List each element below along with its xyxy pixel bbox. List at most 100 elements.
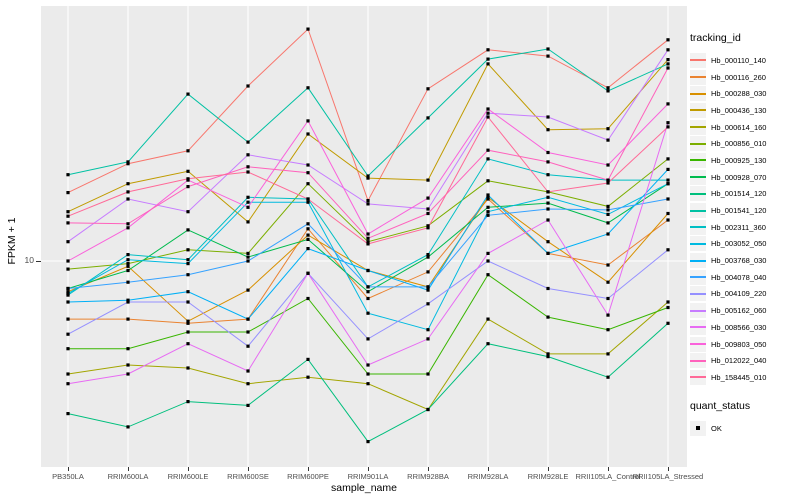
data-point: [426, 302, 430, 306]
data-point: [486, 251, 490, 255]
data-point: [66, 267, 70, 271]
data-point: [126, 268, 130, 273]
data-point: [486, 48, 490, 52]
data-point: [126, 182, 130, 186]
data-point: [186, 366, 190, 370]
data-point: [186, 342, 190, 346]
data-point: [606, 328, 610, 332]
data-point: [186, 92, 190, 96]
x-tick-label: RRIM928LA: [467, 472, 509, 481]
data-point: [486, 197, 490, 201]
data-point: [486, 107, 490, 111]
data-point: [66, 191, 70, 195]
data-point: [306, 119, 310, 123]
data-point: [546, 240, 550, 244]
square-point-icon: [696, 426, 700, 431]
data-point: [186, 319, 190, 323]
legend-item-label: Hb_008566_030: [711, 322, 767, 332]
legend-item: Hb_008566_030: [690, 319, 798, 336]
data-point: [426, 224, 430, 228]
data-point: [246, 170, 250, 174]
data-point: [126, 300, 130, 304]
legend-key-line-icon: [690, 192, 706, 195]
data-point: [66, 290, 70, 294]
data-point: [126, 226, 130, 230]
legend-item: Hb_000925_130: [690, 152, 798, 169]
data-point: [246, 330, 250, 334]
legend-key: [690, 152, 706, 168]
data-point: [486, 342, 490, 346]
data-point: [666, 321, 670, 325]
data-point: [426, 288, 430, 292]
data-point: [186, 290, 190, 294]
data-point: [666, 58, 670, 62]
data-point: [366, 372, 370, 376]
data-point: [606, 86, 610, 90]
legend-key: [690, 136, 706, 152]
legend-key: [690, 303, 706, 319]
data-point: [306, 27, 310, 31]
data-point: [306, 227, 310, 231]
data-point: [606, 313, 610, 317]
data-point: [606, 280, 610, 284]
data-point: [126, 197, 130, 201]
data-point: [66, 382, 70, 386]
data-point: [246, 255, 250, 259]
legend-item: Hb_004078_040: [690, 269, 798, 286]
data-point: [66, 300, 70, 304]
data-point: [186, 258, 190, 262]
data-point: [606, 263, 610, 267]
data-point: [126, 253, 130, 257]
legend-key: [690, 86, 706, 102]
x-tick-mark: [248, 467, 249, 471]
data-point: [486, 317, 490, 321]
data-point: [426, 255, 430, 259]
legend-key-line-icon: [690, 259, 706, 262]
data-point: [486, 210, 490, 214]
data-point: [426, 285, 430, 289]
data-point: [246, 140, 250, 144]
legend-quant-item: OK: [690, 420, 798, 437]
data-point: [486, 273, 490, 277]
data-point: [606, 127, 610, 131]
legend-key-line-icon: [690, 109, 706, 112]
data-point: [66, 347, 70, 351]
data-point: [366, 240, 370, 244]
data-point: [246, 382, 250, 386]
data-point: [486, 179, 490, 183]
data-point: [606, 232, 610, 236]
data-point: [306, 296, 310, 301]
data-point: [486, 205, 490, 209]
data-point: [126, 372, 130, 376]
x-tick-label: PB350LA: [52, 472, 84, 481]
x-tick-mark: [128, 467, 129, 471]
legend-key-line-icon: [690, 242, 706, 245]
data-point: [246, 403, 250, 407]
data-point: [366, 242, 370, 246]
legend-item: Hb_000436_130: [690, 102, 798, 119]
legend-key: [690, 169, 706, 185]
legend-key-line-icon: [690, 326, 706, 329]
legend-key: [690, 186, 706, 202]
data-point: [366, 311, 370, 315]
legend-item-label: Hb_004078_040: [711, 272, 767, 282]
data-point: [666, 38, 670, 42]
data-point: [306, 222, 310, 226]
data-point: [366, 363, 370, 367]
data-point: [426, 253, 430, 257]
legend-key-line-icon: [690, 376, 706, 379]
data-point: [66, 291, 70, 295]
legend-key-line-icon: [690, 209, 706, 212]
data-point: [546, 195, 550, 199]
data-point: [606, 221, 610, 225]
data-point: [66, 332, 70, 336]
data-point: [186, 273, 190, 277]
data-point: [246, 317, 250, 321]
legend-key: [690, 269, 706, 285]
legend-item-label: Hb_000925_130: [711, 155, 767, 165]
x-tick-label: RRIM600SE: [227, 472, 269, 481]
data-point: [606, 212, 610, 216]
data-point: [306, 197, 310, 201]
legend-key: [690, 286, 706, 302]
data-point: [546, 47, 550, 51]
